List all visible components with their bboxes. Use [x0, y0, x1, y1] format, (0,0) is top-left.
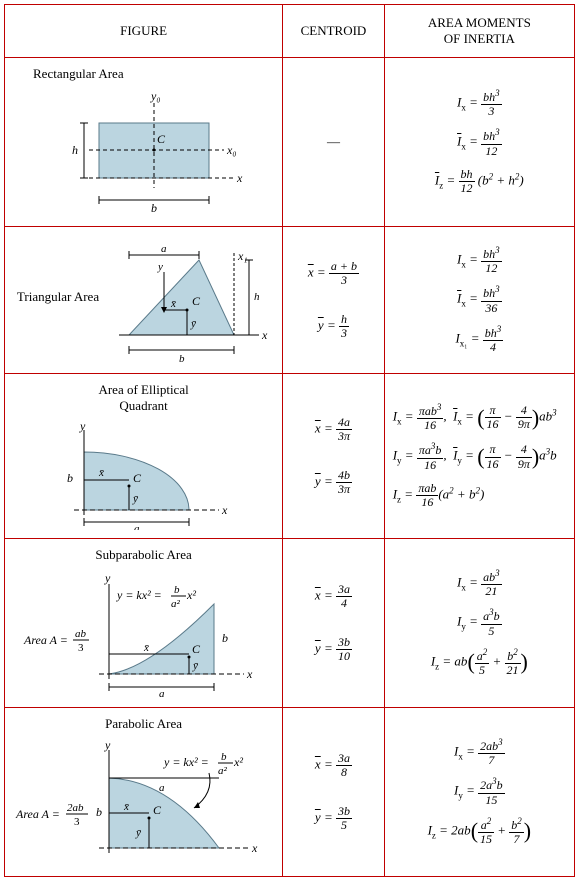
- svg-text:y: y: [104, 738, 111, 752]
- row-parabolic: Parabolic Area Area A = 2ab 3 y x y = kx…: [5, 708, 575, 877]
- header-figure: FIGURE: [5, 5, 283, 58]
- svg-text:a²: a²: [171, 598, 181, 610]
- svg-text:C: C: [192, 642, 201, 656]
- svg-text:a²: a²: [218, 765, 228, 777]
- svg-text:Area A =: Area A =: [15, 807, 60, 821]
- moments-sub: Ix = ab321 Iy = a3b5 Iz = ab(a25 + b221): [384, 539, 574, 708]
- svg-text:2ab: 2ab: [67, 802, 84, 814]
- svg-text:x̄: x̄: [170, 298, 176, 310]
- svg-text:x̄: x̄: [143, 642, 149, 654]
- svg-text:x: x: [221, 503, 228, 517]
- svg-text:a: a: [159, 688, 165, 699]
- svg-text:ab: ab: [75, 628, 87, 640]
- svg-text:y = kx² =: y = kx² =: [163, 755, 209, 769]
- svg-text:h: h: [72, 143, 78, 157]
- moments-rect: Ix = bh33 Ix = bh312 Iz = bh12 (b2 + h2): [384, 58, 574, 227]
- svg-text:b: b: [151, 201, 157, 215]
- svg-text:a: a: [161, 243, 167, 255]
- svg-text:y₀: y₀: [150, 89, 161, 103]
- svg-text:x: x: [236, 171, 243, 185]
- centroid-par: x = 3a8 y = 3b5: [283, 708, 384, 877]
- svg-text:Area A =: Area A =: [23, 633, 68, 647]
- title-tri: Triangular Area: [13, 289, 103, 305]
- figure-par: Area A = 2ab 3 y x y = kx² = b a² x² a b…: [14, 738, 274, 868]
- centroid-rect: —: [283, 58, 384, 227]
- svg-text:C: C: [157, 132, 166, 146]
- svg-text:3: 3: [74, 816, 80, 828]
- svg-text:C: C: [153, 803, 162, 817]
- svg-text:a: a: [159, 782, 165, 794]
- svg-text:b: b: [174, 584, 180, 596]
- figure-sub: Area A = ab 3 y x y = kx² = b a² x² C b …: [19, 569, 269, 699]
- svg-text:y: y: [104, 571, 111, 585]
- figure-rect: y₀ x₀ x C h b: [44, 88, 244, 218]
- svg-text:x²: x²: [186, 588, 196, 602]
- figure-tri: x x₁ a h b C y x̄ ȳ: [104, 235, 274, 365]
- centroid-tri: x = a + b3 y = h3: [283, 227, 384, 374]
- svg-text:x₀: x₀: [226, 143, 237, 157]
- svg-text:b: b: [222, 631, 228, 645]
- title-sub: Subparabolic Area: [13, 547, 274, 563]
- svg-text:x₁: x₁: [237, 249, 248, 263]
- svg-text:x: x: [251, 841, 258, 855]
- row-elliptical: Area of EllipticalQuadrant y x b a C x̄ …: [5, 374, 575, 539]
- svg-text:x̄: x̄: [123, 801, 129, 813]
- centroid-ell: x = 4a3π y = 4b3π: [283, 374, 384, 539]
- title-ell: Area of EllipticalQuadrant: [13, 382, 274, 414]
- title-par: Parabolic Area: [13, 716, 274, 732]
- title-rect: Rectangular Area: [33, 66, 274, 82]
- svg-text:y: y: [157, 261, 163, 273]
- inertia-table: FIGURE CENTROID AREA MOMENTSOF INERTIA R…: [4, 4, 575, 877]
- svg-text:x²: x²: [233, 755, 243, 769]
- centroid-sub: x = 3a4 y = 3b10: [283, 539, 384, 708]
- moments-par: Ix = 2ab37 Iy = 2a3b15 Iz = 2ab(a215 + b…: [384, 708, 574, 877]
- row-rectangular: Rectangular Area y₀ x₀ x C h b — Ix = bh…: [5, 58, 575, 227]
- svg-text:y: y: [79, 420, 86, 433]
- svg-text:x: x: [261, 328, 268, 342]
- svg-text:y = kx² =: y = kx² =: [116, 588, 162, 602]
- figure-ell: y x b a C x̄ ȳ: [49, 420, 239, 530]
- svg-text:x: x: [246, 667, 253, 681]
- svg-text:b: b: [67, 471, 73, 485]
- svg-text:x̄: x̄: [98, 467, 104, 479]
- svg-text:3: 3: [78, 642, 84, 654]
- moments-tri: Ix = bh312 Ix = bh336 Ix₁ = bh34: [384, 227, 574, 374]
- svg-text:a: a: [134, 523, 140, 530]
- moments-ell: Ix = πab316, Ix = (π16 − 49π)ab3 Iy = πa…: [384, 374, 574, 539]
- svg-text:h: h: [254, 291, 260, 303]
- svg-text:b: b: [179, 353, 185, 365]
- header-centroid: CENTROID: [283, 5, 384, 58]
- row-triangular: Triangular Area x x₁ a h b C y x̄ ȳ x: [5, 227, 575, 374]
- row-subparabolic: Subparabolic Area Area A = ab 3 y x y = …: [5, 539, 575, 708]
- svg-text:b: b: [96, 805, 102, 819]
- svg-text:C: C: [192, 294, 201, 308]
- header-moments: AREA MOMENTSOF INERTIA: [384, 5, 574, 58]
- svg-text:C: C: [133, 471, 142, 485]
- svg-text:b: b: [221, 751, 227, 763]
